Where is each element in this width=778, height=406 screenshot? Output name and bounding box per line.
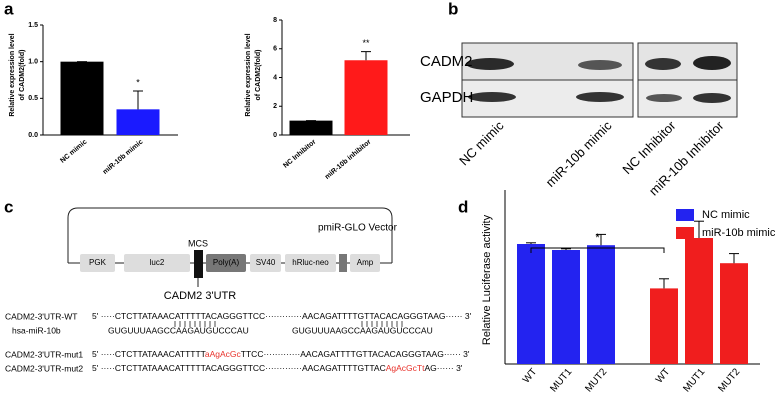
- band: [645, 58, 681, 70]
- x-tick-label: MUT1: [681, 366, 707, 394]
- bar: [517, 244, 545, 364]
- sequence-segment: 5' ·····CTCTTATAAACATTTTT: [92, 349, 206, 359]
- band: [578, 60, 622, 70]
- vector-element: [339, 254, 347, 272]
- sequence-segment: aAgAcGc: [205, 349, 242, 359]
- x-tick-label: MUT2: [583, 366, 609, 394]
- bar: [650, 288, 678, 364]
- y-tick-label: 0.0: [28, 132, 38, 139]
- vector-element-label: Poly(A): [213, 258, 240, 267]
- vector-title: pmiR-GLO Vector: [318, 223, 398, 234]
- site-label: MCS: [188, 238, 208, 248]
- vector-element-label: Amp: [357, 258, 374, 267]
- sequence: GUGUUUAAGCCAAGAUGUCCCAU: [292, 325, 433, 335]
- y-tick-label: 0.5: [28, 95, 38, 102]
- significance-label: **: [362, 38, 370, 48]
- x-tick-label: NC mimic: [59, 139, 88, 165]
- vector-element: [350, 254, 380, 272]
- panel-label: a: [4, 0, 14, 18]
- bar: [60, 61, 104, 135]
- blot-row-label: CADM2: [420, 53, 473, 70]
- sequence-segment: AgAcGcTt: [386, 363, 425, 373]
- vector-element-label: hRluc-neo: [292, 258, 329, 267]
- lane-label: miR-10b mimic: [543, 118, 615, 190]
- x-tick-label: NC Inhibitor: [282, 138, 317, 169]
- panel-label: d: [458, 197, 468, 216]
- band: [693, 56, 731, 70]
- blot-row-label: GAPDH: [420, 89, 473, 106]
- sequence-segment: 5' ·····CTCTTATAAACATTTTTACAGGGTTCC·····…: [92, 363, 386, 373]
- bar: [116, 109, 160, 135]
- y-axis-label: Relative expression level: [245, 33, 252, 116]
- x-tick-label: miR-10b inhibitor: [324, 138, 373, 181]
- significance-bracket: [530, 247, 665, 253]
- sequence-segment: TTCC·············AACAGATTTTGTTACACAGGGTA…: [241, 349, 470, 359]
- x-tick-label: miR-10b mimic: [102, 139, 145, 176]
- panel-label: b: [448, 0, 458, 18]
- bar: [685, 238, 713, 364]
- western-blot: [461, 42, 738, 118]
- sequence-label: hsa-miR-10b: [12, 325, 61, 335]
- bar: [587, 245, 615, 364]
- band: [693, 93, 731, 103]
- legend-swatch: [676, 227, 694, 239]
- sequence-label: CADM2-3'UTR-WT: [5, 311, 77, 321]
- x-tick-label: WT: [521, 367, 539, 386]
- sequence-segment: AG······ 3': [424, 363, 462, 373]
- y-tick-label: 8: [273, 17, 277, 24]
- y-tick-label: 1.0: [28, 59, 38, 66]
- band: [576, 92, 624, 102]
- significance-label: *: [595, 232, 600, 244]
- panel-label: c: [4, 197, 13, 216]
- legend-label: miR-10b mimic: [702, 227, 776, 239]
- sequence-segment: 5' ·····CTCTTATAAACATTTTTACAGGGTTCC·····…: [92, 311, 472, 321]
- y-tick-label: 0: [273, 132, 277, 139]
- legend-label: NC mimic: [702, 209, 750, 221]
- bar: [344, 60, 388, 135]
- legend-swatch: [676, 209, 694, 221]
- lane-label: NC mimic: [456, 118, 507, 169]
- vector-element-label: SV40: [256, 258, 276, 267]
- x-tick-label: WT: [654, 367, 672, 386]
- y-axis-label: of CADM2(fold): [19, 50, 26, 101]
- sequence: 5' ·····CTCTTATAAACATTTTTACAGGGTTCC·····…: [92, 363, 463, 373]
- significance-label: *: [136, 77, 140, 87]
- y-axis-label: Relative Luciferase activity: [481, 214, 493, 345]
- vector-element-label: luc2: [150, 258, 165, 267]
- insert-label: CADM2 3'UTR: [164, 290, 236, 302]
- vector-diagram: [67, 207, 393, 287]
- vector-backbone: [67, 207, 393, 263]
- y-tick-label: 1.5: [28, 22, 38, 29]
- band: [646, 94, 682, 102]
- y-axis-label: Relative expression level: [9, 33, 16, 116]
- y-tick-label: 6: [273, 46, 277, 53]
- sequence: 5' ·····CTCTTATAAACATTTTTaAgAcGcTTCC····…: [92, 349, 470, 359]
- mcs-site: [194, 250, 203, 278]
- bar: [720, 263, 748, 364]
- vector-element-label: PGK: [89, 258, 107, 267]
- y-axis-label: of CADM2(fold): [255, 50, 262, 101]
- bar: [289, 120, 333, 135]
- vector-element: [285, 254, 336, 272]
- sequence-label: CADM2-3'UTR-mut1: [5, 349, 83, 359]
- band: [466, 58, 514, 70]
- bar: [552, 250, 580, 364]
- sequence: 5' ·····CTCTTATAAACATTTTTACAGGGTTCC·····…: [92, 311, 472, 321]
- sequence: GUGUUUAAGCCAAGAUGUCCCAU: [108, 325, 249, 335]
- vector-element: [250, 254, 281, 272]
- sequence-label: CADM2-3'UTR-mut2: [5, 363, 83, 373]
- x-tick-label: MUT1: [548, 366, 574, 394]
- y-tick-label: 2: [273, 103, 277, 110]
- x-tick-label: MUT2: [716, 366, 742, 394]
- vector-element: [206, 254, 246, 272]
- vector-element: [124, 254, 190, 272]
- y-tick-label: 4: [273, 74, 277, 81]
- band: [468, 92, 516, 102]
- vector-element: [80, 254, 115, 272]
